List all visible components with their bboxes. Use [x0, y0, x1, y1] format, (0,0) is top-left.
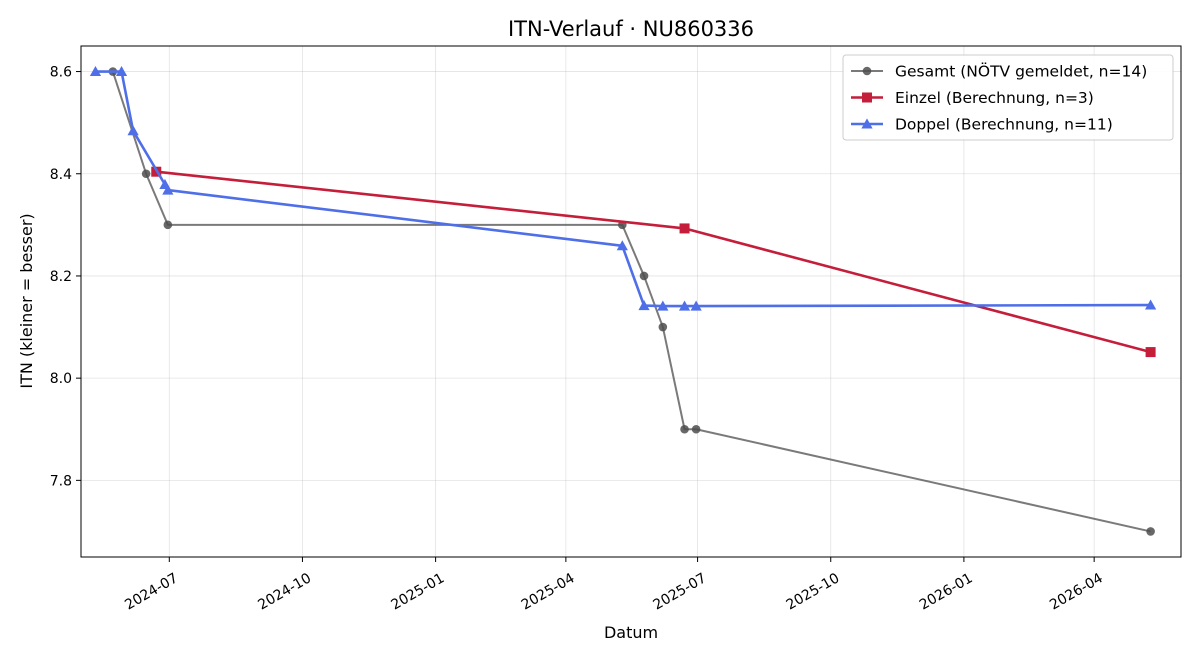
x-tick-label: 2026-04 — [1047, 570, 1106, 613]
y-tick-label: 8.6 — [50, 65, 72, 81]
data-point-gesamt — [658, 322, 668, 332]
series-gesamt — [108, 67, 1155, 536]
series-doppel — [89, 65, 1157, 311]
series-line-gesamt — [111, 71, 1151, 533]
data-point-gesamt — [163, 220, 173, 230]
data-point-gesamt — [1146, 527, 1155, 536]
data-point-doppel — [127, 125, 139, 136]
series-einzel — [151, 166, 1156, 358]
legend-item-gesamt: Gesamt (NÖTV gemeldet, n=14) — [851, 62, 1147, 81]
x-tick-label: 2025-07 — [651, 570, 710, 613]
legend-marker — [862, 66, 872, 76]
data-point-doppel — [678, 300, 691, 311]
legend: Gesamt (NÖTV gemeldet, n=14) Einzel (Bere… — [842, 54, 1174, 141]
legend-marker — [862, 92, 872, 103]
data-point-doppel — [1145, 299, 1157, 310]
y-axis: 7.8 8.0 8.2 8.4 8.6 — [50, 65, 81, 489]
x-tick-label: 2025-10 — [784, 570, 843, 613]
y-tick-label: 8.2 — [50, 269, 72, 285]
x-tick-label: 2025-04 — [519, 570, 578, 613]
legend-item-doppel: Doppel (Berechnung, n=11) — [851, 116, 1113, 134]
x-tick-label: 2026-01 — [917, 570, 976, 613]
data-point-doppel — [657, 300, 669, 311]
x-axis: 2024-07 2024-10 2025-01 2025-04 2025-07 2025-… — [122, 557, 1106, 613]
data-point-doppel — [89, 65, 102, 77]
y-axis-title: ITN (kleiner = besser) — [17, 213, 36, 388]
x-tick-label: 2024-10 — [255, 570, 314, 613]
y-tick-label: 7.8 — [50, 473, 72, 489]
data-point-doppel — [162, 184, 174, 195]
legend-label: Doppel (Berechnung, n=11) — [895, 116, 1113, 134]
data-point-gesamt — [680, 424, 689, 434]
data-point-gesamt — [691, 424, 701, 434]
legend-item-einzel: Einzel (Berechnung, n=3) — [851, 89, 1094, 107]
data-point-gesamt — [141, 169, 151, 179]
x-axis-title: Datum — [604, 623, 658, 642]
plot-frame — [80, 45, 1182, 558]
data-point-doppel — [638, 299, 650, 311]
data-point-doppel — [690, 300, 702, 311]
series-layer — [89, 65, 1157, 536]
legend-marker — [861, 118, 873, 129]
data-point-einzel — [1145, 347, 1156, 358]
y-tick-label: 8.0 — [50, 371, 72, 387]
chart-title: ITN-Verlauf · NU860336 — [508, 17, 754, 41]
data-point-gesamt — [639, 271, 649, 281]
data-point-doppel — [115, 65, 128, 77]
series-line-einzel — [156, 170, 1151, 354]
legend-label: Einzel (Berechnung, n=3) — [895, 89, 1094, 107]
legend-box — [842, 54, 1174, 141]
x-tick-label: 2024-07 — [122, 570, 181, 613]
x-tick-label: 2025-01 — [389, 570, 448, 613]
data-point-einzel — [679, 223, 690, 234]
data-point-doppel — [616, 240, 628, 251]
legend-label: Gesamt (NÖTV gemeldet, n=14) — [895, 62, 1147, 81]
y-tick-label: 8.4 — [50, 167, 72, 183]
